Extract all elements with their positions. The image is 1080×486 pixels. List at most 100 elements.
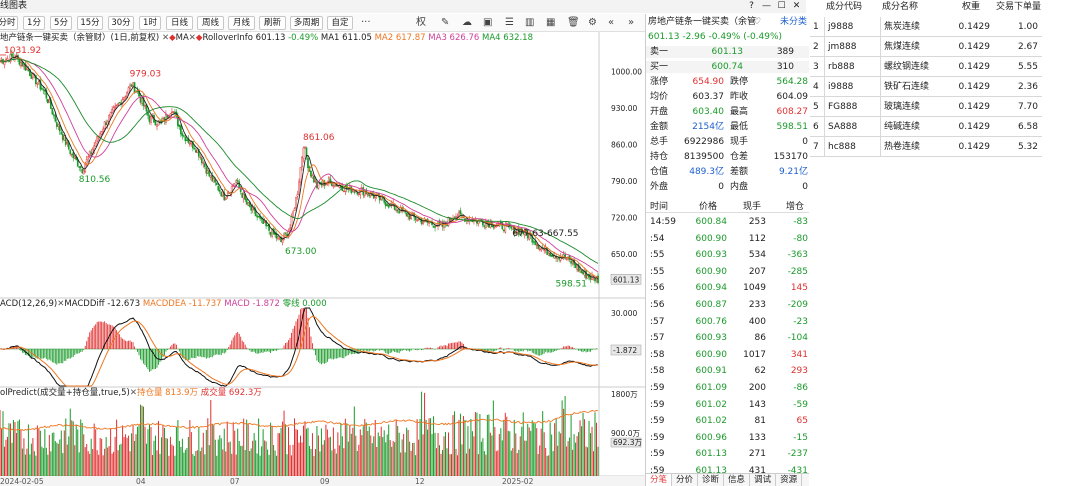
- candle-body: [393, 204, 396, 210]
- volume-bar: [570, 415, 572, 476]
- multi-period-button[interactable]: 多周期: [290, 16, 323, 30]
- volume-bar: [515, 433, 517, 476]
- period-button-1m[interactable]: 1分: [23, 16, 45, 30]
- period-button-1h[interactable]: 1时: [139, 16, 161, 30]
- candle-body: [420, 218, 423, 224]
- volume-bar: [307, 427, 309, 476]
- volume-bar: [294, 418, 296, 476]
- favorite-icon[interactable]: ♡: [753, 17, 762, 27]
- tick-row[interactable]: :56 600.94 1049 145: [646, 282, 809, 294]
- candle-body: [576, 264, 578, 270]
- period-button-timeshare[interactable]: 分时: [0, 16, 18, 30]
- tick-row[interactable]: 14:59 600.84 253 -83: [646, 216, 809, 228]
- candle-body: [353, 191, 356, 193]
- candle-body: [428, 222, 430, 224]
- tick-row[interactable]: :59 601.13 271 -237: [646, 448, 809, 460]
- tick-row[interactable]: :57 600.76 400 -23: [646, 316, 809, 328]
- tick-row[interactable]: :57 600.93 86 -104: [646, 332, 809, 344]
- price-tick-label: 650.00: [611, 250, 637, 259]
- volume-bar: [47, 454, 49, 476]
- period-button-daily[interactable]: 日线: [166, 16, 193, 30]
- volume-bar: [69, 408, 71, 476]
- quote-category[interactable]: 未分类: [779, 17, 807, 27]
- chart-icon[interactable]: ▥: [525, 17, 535, 28]
- quote-tab[interactable]: 信息: [724, 474, 751, 486]
- volume-bar: [27, 424, 29, 476]
- candle-body: [351, 190, 354, 192]
- grid-icon[interactable]: ▦: [546, 17, 556, 28]
- tick-row[interactable]: :59 600.96 133 -15: [646, 432, 809, 444]
- tick-row[interactable]: :55 600.90 207 -285: [646, 266, 809, 278]
- current-price-tag: 601.13: [613, 275, 639, 284]
- tick-change: 65: [796, 416, 808, 427]
- volume-bar: [299, 435, 301, 476]
- quote-tab[interactable]: 分笔: [646, 474, 673, 486]
- component-row[interactable]: 6 SA888 纯碱连续 0.1429 6.58: [810, 117, 1042, 137]
- kline-chart[interactable]: 1000.00 930.00 860.00 790.00 720.00 650.00 601…: [0, 32, 645, 486]
- refresh-button[interactable]: 刷新: [259, 16, 286, 30]
- tick-row[interactable]: :54 600.90 112 -80: [646, 233, 809, 245]
- tick-header-change: 增仓: [786, 202, 805, 212]
- collapse-right-icon[interactable]: »: [628, 17, 635, 28]
- volume-bar: [477, 454, 479, 476]
- quote-tab[interactable]: 调试: [750, 474, 777, 486]
- component-row[interactable]: 3 rb888 螺纹钢连续 0.1429 5.55: [810, 57, 1042, 77]
- period-button-30m[interactable]: 30分: [108, 16, 134, 30]
- volume-bar: [534, 423, 536, 476]
- settings-icon[interactable]: ⚙: [588, 17, 597, 28]
- tick-row[interactable]: :59 601.13 431 -431: [646, 465, 809, 477]
- volume-tick-label: 900.0万: [611, 429, 640, 438]
- tick-time: :59: [650, 399, 665, 410]
- close-button[interactable]: ✕: [792, 1, 801, 11]
- image-icon[interactable]: ▣: [483, 17, 493, 28]
- component-row[interactable]: 1 j9888 焦炭连续 0.1429 1.00: [810, 17, 1042, 37]
- volume-bar: [175, 427, 177, 476]
- tick-row[interactable]: :58 600.91 62 293: [646, 365, 809, 377]
- help-button[interactable]: ?: [749, 1, 754, 11]
- volume-bar: [160, 437, 162, 476]
- candle-body: [55, 122, 58, 127]
- period-button-15m[interactable]: 15分: [77, 16, 103, 30]
- component-row[interactable]: 4 i9888 铁矿石连续 0.1429 2.36: [810, 77, 1042, 97]
- candle-body: [263, 221, 266, 223]
- volume-bar: [452, 415, 454, 476]
- tick-row[interactable]: :59 601.02 143 -59: [646, 399, 809, 411]
- tick-row[interactable]: :58 600.90 1017 341: [646, 349, 809, 361]
- more-icon[interactable]: ···: [361, 17, 371, 28]
- tick-row[interactable]: :59 601.09 200 -86: [646, 382, 809, 394]
- tick-row[interactable]: :59 601.02 81 65: [646, 415, 809, 427]
- period-button-weekly[interactable]: 周线: [197, 16, 224, 30]
- candle-body: [82, 170, 85, 175]
- minimize-button[interactable]: —: [762, 1, 771, 11]
- component-row[interactable]: 5 FG888 玻璃连续 0.1429 7.70: [810, 97, 1042, 117]
- candle-body: [543, 249, 546, 251]
- quote-tab[interactable]: 诊断: [698, 474, 725, 486]
- candle-body: [416, 220, 418, 222]
- component-quantity: 6.58: [1017, 122, 1038, 132]
- period-button-monthly[interactable]: 月线: [228, 16, 255, 30]
- cloud-icon[interactable]: ☁: [462, 17, 472, 28]
- collapse-left-icon[interactable]: «: [608, 17, 615, 28]
- tick-price: 600.93: [695, 333, 728, 344]
- volume-bar: [537, 453, 539, 476]
- maximize-button[interactable]: ☐: [777, 1, 786, 11]
- period-button-5m[interactable]: 5分: [50, 16, 72, 30]
- tick-change: -86: [793, 383, 808, 393]
- rights-toggle[interactable]: 权: [416, 17, 426, 28]
- pen-icon[interactable]: ✎: [441, 17, 450, 28]
- component-row[interactable]: 2 jm888 焦煤连续 0.1429 2.67: [810, 37, 1042, 57]
- volume-bar: [485, 454, 487, 476]
- tick-row[interactable]: :56 600.87 233 -209: [646, 299, 809, 311]
- component-quantity: 7.70: [1017, 102, 1038, 112]
- volume-bar: [465, 453, 467, 476]
- trash-icon[interactable]: 🗑: [567, 17, 580, 28]
- volume-bar: [268, 454, 270, 476]
- quote-tab[interactable]: 分价: [672, 474, 699, 486]
- quote-tab[interactable]: 资源: [776, 474, 803, 486]
- sliders-icon[interactable]: ☰: [505, 17, 514, 28]
- tick-row[interactable]: :55 600.93 534 -363: [646, 249, 809, 261]
- custom-period-button[interactable]: 自定: [327, 16, 353, 30]
- candle-body: [189, 143, 191, 145]
- volume-bar: [431, 433, 433, 476]
- component-row[interactable]: 7 hc888 热卷连续 0.1429 5.32: [810, 137, 1042, 157]
